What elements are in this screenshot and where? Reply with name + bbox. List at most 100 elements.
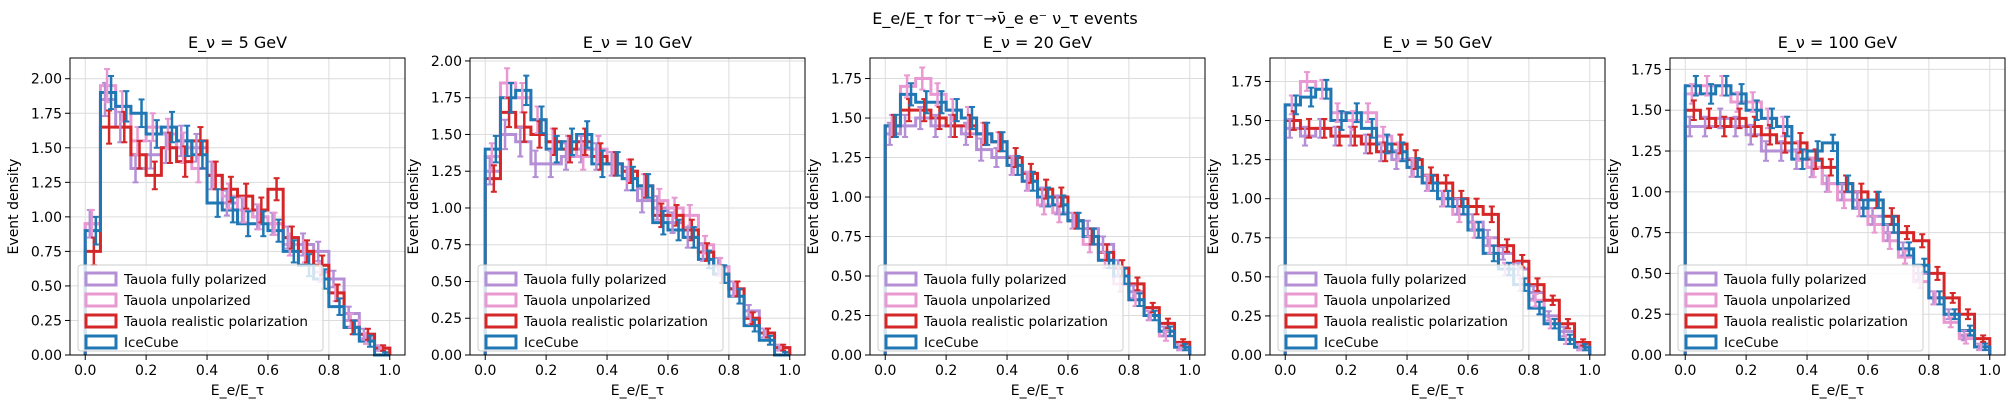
x-tick-label: 0.6 <box>1057 363 1079 379</box>
legend-label: Tauola unpolarized <box>123 293 251 309</box>
legend-label: Tauola unpolarized <box>923 293 1051 309</box>
legend-label: Tauola unpolarized <box>1723 293 1851 309</box>
y-tick-label: 1.50 <box>31 141 62 157</box>
legend-label: Tauola realistic polarization <box>123 314 308 330</box>
legend-box <box>1277 264 1524 352</box>
legend-box <box>477 264 724 352</box>
legend-swatch <box>1284 334 1318 350</box>
legend-swatch <box>84 313 118 329</box>
y-tick-label: 1.00 <box>1231 192 1262 208</box>
y-tick-label: 0.25 <box>31 313 62 329</box>
legend-swatch <box>884 292 918 308</box>
y-tick-label: 0.00 <box>31 348 62 364</box>
x-tick-label: 0.8 <box>318 363 340 379</box>
y-tick-label: 0.75 <box>31 244 62 260</box>
y-tick-label: 0.25 <box>1231 309 1262 325</box>
legend-label: Tauola fully polarized <box>523 272 667 288</box>
y-axis-label: Event density <box>1606 159 1622 255</box>
legend-label: Tauola fully polarized <box>1323 272 1467 288</box>
legend-label: Tauola unpolarized <box>523 293 651 309</box>
legend-swatch <box>484 334 518 350</box>
panel-title: E_ν = 100 GeV <box>1778 33 1897 53</box>
y-axis-label: Event density <box>406 159 422 255</box>
y-tick-label: 1.25 <box>431 164 462 180</box>
legend-label: Tauola realistic polarization <box>1723 314 1908 330</box>
x-tick-label: 0.0 <box>474 363 496 379</box>
legend-label: IceCube <box>924 335 979 351</box>
y-tick-label: 0.50 <box>31 279 62 295</box>
legend-label: IceCube <box>1724 335 1779 351</box>
legend-swatch <box>1284 271 1318 287</box>
x-tick-label: 0.6 <box>657 363 679 379</box>
histogram-series-line <box>83 91 390 357</box>
legend-label: IceCube <box>1324 335 1379 351</box>
y-tick-label: 1.50 <box>1631 103 1662 119</box>
x-tick-label: 0.4 <box>996 363 1018 379</box>
legend-label: Tauola fully polarized <box>123 272 267 288</box>
plot-frame <box>1269 57 1606 356</box>
y-tick-label: 1.00 <box>431 201 462 217</box>
histogram-series-line <box>1683 84 1992 355</box>
y-tick-label: 0.25 <box>831 309 862 325</box>
x-tick-label: 1.0 <box>1979 363 2001 379</box>
chart-panel-2: 0.0 0.2 0.4 0.6 0.8 1.0 0.00 0.25 0.50 0.75 1.00 1.… <box>406 33 806 399</box>
x-tick-label: 1.0 <box>1579 363 1601 379</box>
legend-swatch <box>1684 292 1718 308</box>
y-tick-label: 2.00 <box>31 72 62 88</box>
x-tick-label: 0.4 <box>1796 363 1818 379</box>
legend-label: Tauola fully polarized <box>923 272 1067 288</box>
chart-panel-3: 0.0 0.2 0.4 0.6 0.8 1.0 0.00 0.25 0.50 0.75 1.00 1.… <box>806 33 1206 399</box>
panel-title: E_ν = 5 GeV <box>188 33 287 53</box>
y-tick-label: 0.00 <box>1631 348 1662 364</box>
legend-label: Tauola realistic polarization <box>1323 314 1508 330</box>
y-tick-label: 1.75 <box>1631 62 1662 78</box>
x-tick-label: 0.2 <box>935 363 957 379</box>
y-axis-label: Event density <box>1206 159 1222 255</box>
y-tick-label: 0.75 <box>431 238 462 254</box>
y-tick-label: 0.25 <box>1631 307 1662 323</box>
y-tick-label: 0.00 <box>1231 348 1262 364</box>
x-tick-label: 0.2 <box>1735 363 1757 379</box>
y-tick-label: 1.75 <box>831 72 862 88</box>
legend-swatch <box>1284 313 1318 329</box>
histogram-series-line <box>83 125 392 355</box>
legend-label: Tauola realistic polarization <box>523 314 708 330</box>
y-tick-label: 1.75 <box>1231 74 1262 90</box>
x-tick-label: 0.8 <box>1918 363 1940 379</box>
y-tick-label: 1.25 <box>1631 144 1662 160</box>
y-tick-label: 1.50 <box>1231 114 1262 130</box>
plot-frame <box>69 57 406 356</box>
panel-title: E_ν = 50 GeV <box>1383 33 1492 53</box>
x-tick-label: 0.2 <box>1335 363 1357 379</box>
x-tick-label: 0.6 <box>257 363 279 379</box>
legend-label: Tauola realistic polarization <box>923 314 1108 330</box>
legend-swatch <box>84 271 118 287</box>
y-tick-label: 1.00 <box>831 190 862 206</box>
x-tick-label: 1.0 <box>779 363 801 379</box>
x-axis-label: E_e/E_τ <box>1411 383 1464 399</box>
legend-swatch <box>484 292 518 308</box>
y-tick-label: 1.00 <box>31 210 62 226</box>
x-tick-label: 0.0 <box>74 363 96 379</box>
y-axis-label: Event density <box>806 159 822 255</box>
y-tick-label: 0.50 <box>1631 266 1662 282</box>
x-tick-label: 0.8 <box>1518 363 1540 379</box>
y-tick-label: 0.75 <box>1631 226 1662 242</box>
x-tick-label: 0.4 <box>596 363 618 379</box>
legend-label: Tauola fully polarized <box>1723 272 1867 288</box>
legend-label: Tauola unpolarized <box>1323 293 1451 309</box>
y-tick-label: 1.25 <box>31 175 62 191</box>
y-tick-label: 1.75 <box>431 91 462 107</box>
y-tick-label: 1.25 <box>831 151 862 167</box>
x-tick-label: 1.0 <box>1179 363 1201 379</box>
y-tick-label: 0.50 <box>1231 270 1262 286</box>
x-axis-label: E_e/E_τ <box>211 383 264 399</box>
x-axis-label: E_e/E_τ <box>1011 383 1064 399</box>
chart-panel-5: 0.0 0.2 0.4 0.6 0.8 1.0 0.00 0.25 0.50 0.75 1.00 1.… <box>1606 33 2006 399</box>
legend-swatch <box>884 334 918 350</box>
figure-suptitle: E_e/E_τ for τ⁻→ν̄_e e⁻ ν_τ events <box>872 9 1138 29</box>
x-axis-label: E_e/E_τ <box>1811 383 1864 399</box>
x-tick-label: 0.0 <box>1274 363 1296 379</box>
